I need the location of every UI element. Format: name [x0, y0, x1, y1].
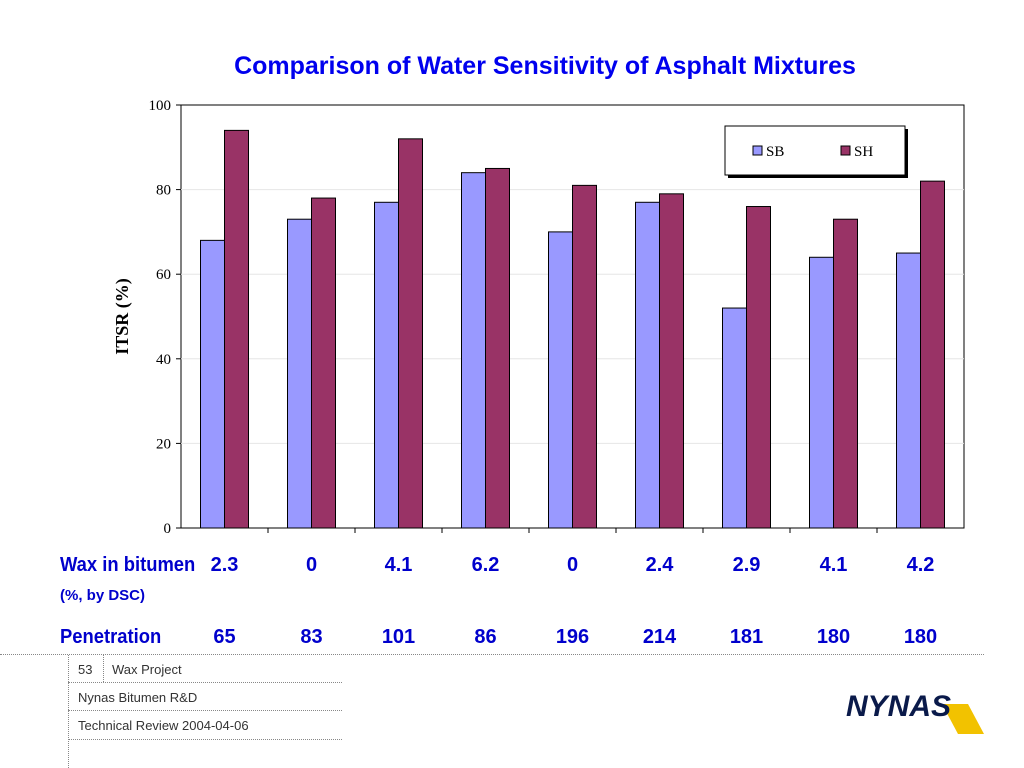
penetration-value: 214	[630, 626, 690, 649]
wax-value: 0	[282, 554, 342, 577]
bar-sb	[549, 232, 573, 528]
logo-wordmark: NYNAS	[846, 690, 951, 723]
bar-sh	[747, 207, 771, 528]
y-tick-label: 40	[156, 352, 171, 368]
penetration-value: 180	[804, 626, 864, 649]
footer-project: Wax Project	[112, 662, 182, 677]
bar-sb	[462, 173, 486, 528]
bar-sh	[312, 198, 336, 528]
legend-swatch-sb	[753, 146, 762, 155]
footer-review: Technical Review 2004-04-06	[78, 718, 249, 733]
wax-row-label: Wax in bitumen	[60, 554, 195, 577]
bar-chart: 0 20 40 60 80 100 ITSR (%) SB SH	[0, 0, 1024, 560]
wax-row-sublabel: (%, by DSC)	[60, 587, 145, 604]
penetration-value: 83	[282, 626, 342, 649]
penetration-value: 65	[195, 626, 255, 649]
bar-sh	[660, 194, 684, 528]
penetration-value: 181	[717, 626, 777, 649]
wax-value: 2.3	[195, 554, 255, 577]
penetration-value: 180	[891, 626, 951, 649]
footer-page-rule	[103, 655, 104, 682]
bar-sh	[573, 185, 597, 528]
penetration-value: 101	[369, 626, 429, 649]
bar-sb	[636, 202, 660, 528]
penetration-value: 86	[456, 626, 516, 649]
y-tick-label: 20	[156, 436, 171, 452]
footer-vertical-rule	[68, 655, 69, 768]
wax-value: 2.9	[717, 554, 777, 577]
wax-value: 6.2	[456, 554, 516, 577]
legend-label-sh: SH	[854, 144, 873, 160]
wax-value: 4.1	[804, 554, 864, 577]
legend-label-sb: SB	[766, 144, 784, 160]
y-tick-label: 100	[149, 98, 172, 114]
y-tick-label: 80	[156, 183, 171, 199]
footer-divider	[0, 654, 984, 655]
bar-sh	[399, 139, 423, 528]
wax-value: 0	[543, 554, 603, 577]
page-number: 53	[78, 662, 92, 677]
wax-value: 4.1	[369, 554, 429, 577]
bar-sh	[921, 181, 945, 528]
bar-sh	[486, 168, 510, 528]
footer-org: Nynas Bitumen R&D	[78, 690, 197, 705]
bar-sh	[834, 219, 858, 528]
bar-sb	[201, 240, 225, 528]
nynas-logo: NYNAS	[846, 684, 986, 744]
footer-divider-4	[68, 739, 342, 740]
y-tick-label: 0	[164, 521, 172, 537]
wax-value: 4.2	[891, 554, 951, 577]
bar-sh	[225, 130, 249, 528]
bar-sb	[375, 202, 399, 528]
wax-value: 2.4	[630, 554, 690, 577]
y-axis-label: ITSR (%)	[112, 278, 133, 355]
legend-box	[725, 126, 905, 175]
bar-sb	[897, 253, 921, 528]
bar-sb	[810, 257, 834, 528]
legend-swatch-sh	[841, 146, 850, 155]
penetration-value: 196	[543, 626, 603, 649]
bar-sb	[288, 219, 312, 528]
penetration-row-label: Penetration	[60, 626, 161, 649]
footer-divider-2	[68, 682, 342, 683]
bar-sb	[723, 308, 747, 528]
footer-divider-3	[68, 710, 342, 711]
y-tick-label: 60	[156, 267, 171, 283]
